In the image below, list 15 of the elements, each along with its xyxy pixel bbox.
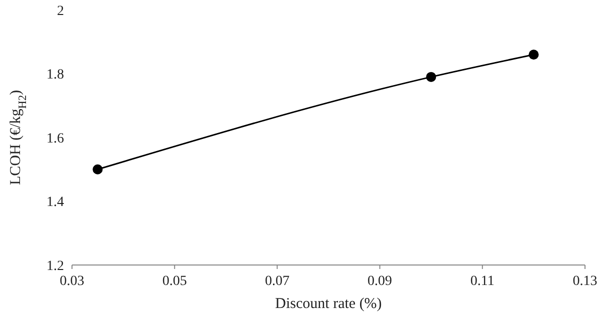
point [528,50,539,60]
y-tick-label: 1.4 [46,195,64,210]
point [426,72,436,82]
x-tick-label: 0.07 [264,274,290,289]
y-tick-label: 2 [57,4,64,19]
x-tick-label: 0.03 [60,274,84,289]
x-tick-label: 0.09 [368,274,392,289]
y-tick-label: 1.6 [46,131,64,146]
x-tick-label: 0.13 [572,274,598,289]
point [92,164,103,174]
y-tick-label: 1.2 [46,258,64,274]
x-tick-label: 0.05 [162,274,187,289]
x-axis-title: Discount rate (%) [275,296,382,312]
x-tick-label: 0.11 [470,274,494,289]
y-tick-label: 1.8 [46,68,64,83]
